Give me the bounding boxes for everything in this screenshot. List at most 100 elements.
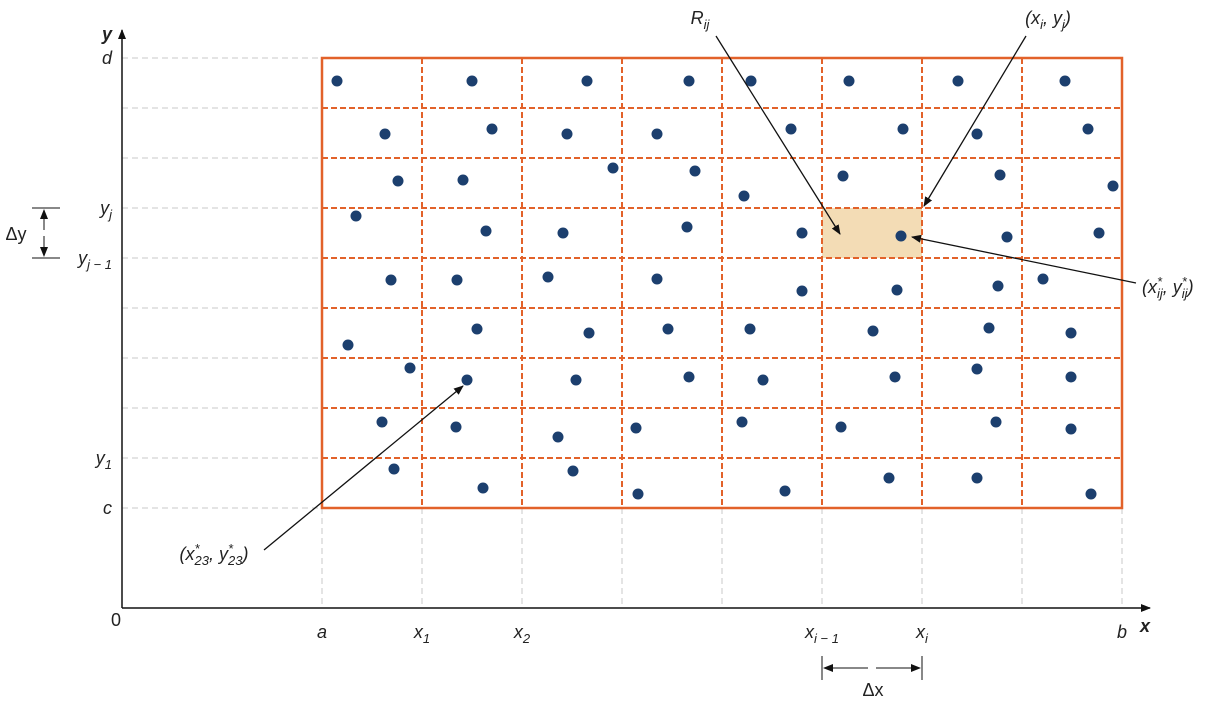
sample-point bbox=[583, 327, 595, 339]
sample-point bbox=[385, 274, 397, 286]
corner-point-label: (xi, yj) bbox=[1025, 8, 1071, 32]
label-text: x bbox=[804, 622, 815, 642]
origin-label: 0 bbox=[111, 610, 121, 630]
x-tick-label: xi bbox=[915, 622, 929, 646]
sample-point bbox=[1107, 180, 1119, 192]
sample-point bbox=[897, 123, 909, 135]
sample-point bbox=[552, 431, 564, 443]
sample-point bbox=[632, 488, 644, 500]
sample-point bbox=[736, 416, 748, 428]
x-tick-label: x2 bbox=[513, 622, 531, 646]
label-text: y bbox=[98, 198, 110, 218]
label-subscript: j − 1 bbox=[85, 257, 112, 272]
sample-point bbox=[557, 227, 569, 239]
rectangle-label: Rij bbox=[691, 8, 711, 32]
sample-point bbox=[581, 75, 593, 87]
sample-point bbox=[662, 323, 674, 335]
sample-point bbox=[867, 325, 879, 337]
x-tick-label: a bbox=[317, 622, 327, 642]
sample-point bbox=[681, 221, 693, 233]
callout-arrows bbox=[263, 35, 1137, 551]
sample-point bbox=[342, 339, 354, 351]
label-superscript: * bbox=[228, 541, 234, 556]
label-text: , y bbox=[1163, 277, 1183, 297]
label-superscript: * bbox=[195, 541, 201, 556]
sample-point bbox=[796, 227, 808, 239]
sample-point bbox=[891, 284, 903, 296]
sample-point bbox=[392, 175, 404, 187]
y-tick-label: yj − 1 bbox=[76, 248, 112, 272]
sample-point bbox=[350, 210, 362, 222]
x-axis-label: x bbox=[1139, 616, 1151, 636]
sample-point bbox=[451, 274, 463, 286]
sample-point bbox=[744, 323, 756, 335]
sample-point bbox=[471, 323, 483, 335]
sample-points bbox=[331, 75, 1119, 500]
y-tick-label: yj bbox=[98, 198, 113, 222]
sample-point bbox=[683, 75, 695, 87]
label-text: , y bbox=[209, 544, 229, 564]
sample-point bbox=[757, 374, 769, 386]
sample-point bbox=[994, 169, 1006, 181]
sample-point bbox=[1082, 123, 1094, 135]
sample-point bbox=[457, 174, 469, 186]
label-text: ) bbox=[240, 544, 248, 564]
label-text: x bbox=[413, 622, 424, 642]
sample-point bbox=[331, 75, 343, 87]
label-subscript: j bbox=[107, 207, 113, 222]
label-text: R bbox=[691, 8, 704, 28]
label-text: ) bbox=[1186, 277, 1194, 297]
sample-point bbox=[990, 416, 1002, 428]
y-tick-label: y1 bbox=[94, 448, 112, 472]
label-text: y bbox=[76, 248, 88, 268]
delta-x-label: Δx bbox=[862, 680, 883, 700]
x-tick-label: b bbox=[1117, 622, 1127, 642]
sample-point bbox=[835, 421, 847, 433]
label-subscript: ij bbox=[1182, 286, 1189, 301]
sample-point bbox=[404, 362, 416, 374]
sample-point bbox=[376, 416, 388, 428]
sample-point bbox=[889, 371, 901, 383]
sample-point bbox=[683, 371, 695, 383]
dx-indicator bbox=[821, 656, 923, 680]
sample-point bbox=[480, 225, 492, 237]
label-subscript: ij bbox=[1157, 286, 1164, 301]
label-text: c bbox=[103, 498, 112, 518]
delta-y-label: Δy bbox=[5, 224, 26, 244]
label-text: (x bbox=[1025, 8, 1041, 28]
sample-point bbox=[466, 75, 478, 87]
sample-point bbox=[843, 75, 855, 87]
label-superscript: * bbox=[1157, 274, 1163, 289]
sample-point bbox=[883, 472, 895, 484]
sample-point bbox=[651, 273, 663, 285]
sample-point bbox=[971, 128, 983, 140]
sample-point bbox=[745, 75, 757, 87]
sample-point bbox=[1065, 423, 1077, 435]
label-subscript: i − 1 bbox=[814, 631, 839, 646]
sample-point bbox=[1065, 327, 1077, 339]
sample-point bbox=[1093, 227, 1105, 239]
label-text: a bbox=[317, 622, 327, 642]
dy-indicator bbox=[32, 207, 60, 259]
label-subscript: i bbox=[1040, 17, 1044, 32]
label-superscript: * bbox=[1182, 274, 1188, 289]
sample-point bbox=[971, 363, 983, 375]
sample-point bbox=[779, 485, 791, 497]
label-subscript: j bbox=[1060, 17, 1066, 32]
sample-point bbox=[1059, 75, 1071, 87]
label-text: x bbox=[915, 622, 926, 642]
sample-point bbox=[837, 170, 849, 182]
sample-point bbox=[785, 123, 797, 135]
sample-point bbox=[561, 128, 573, 140]
sample-point bbox=[388, 463, 400, 475]
label-subscript: 1 bbox=[105, 457, 112, 472]
label-text: y bbox=[94, 448, 106, 468]
label-text: ) bbox=[1063, 8, 1071, 28]
sample-point bbox=[796, 285, 808, 297]
sample-point bbox=[1037, 273, 1049, 285]
y-axis-label: y bbox=[101, 24, 113, 44]
label-subscript: ij bbox=[704, 17, 711, 32]
highlighted-subrectangle bbox=[822, 208, 922, 258]
